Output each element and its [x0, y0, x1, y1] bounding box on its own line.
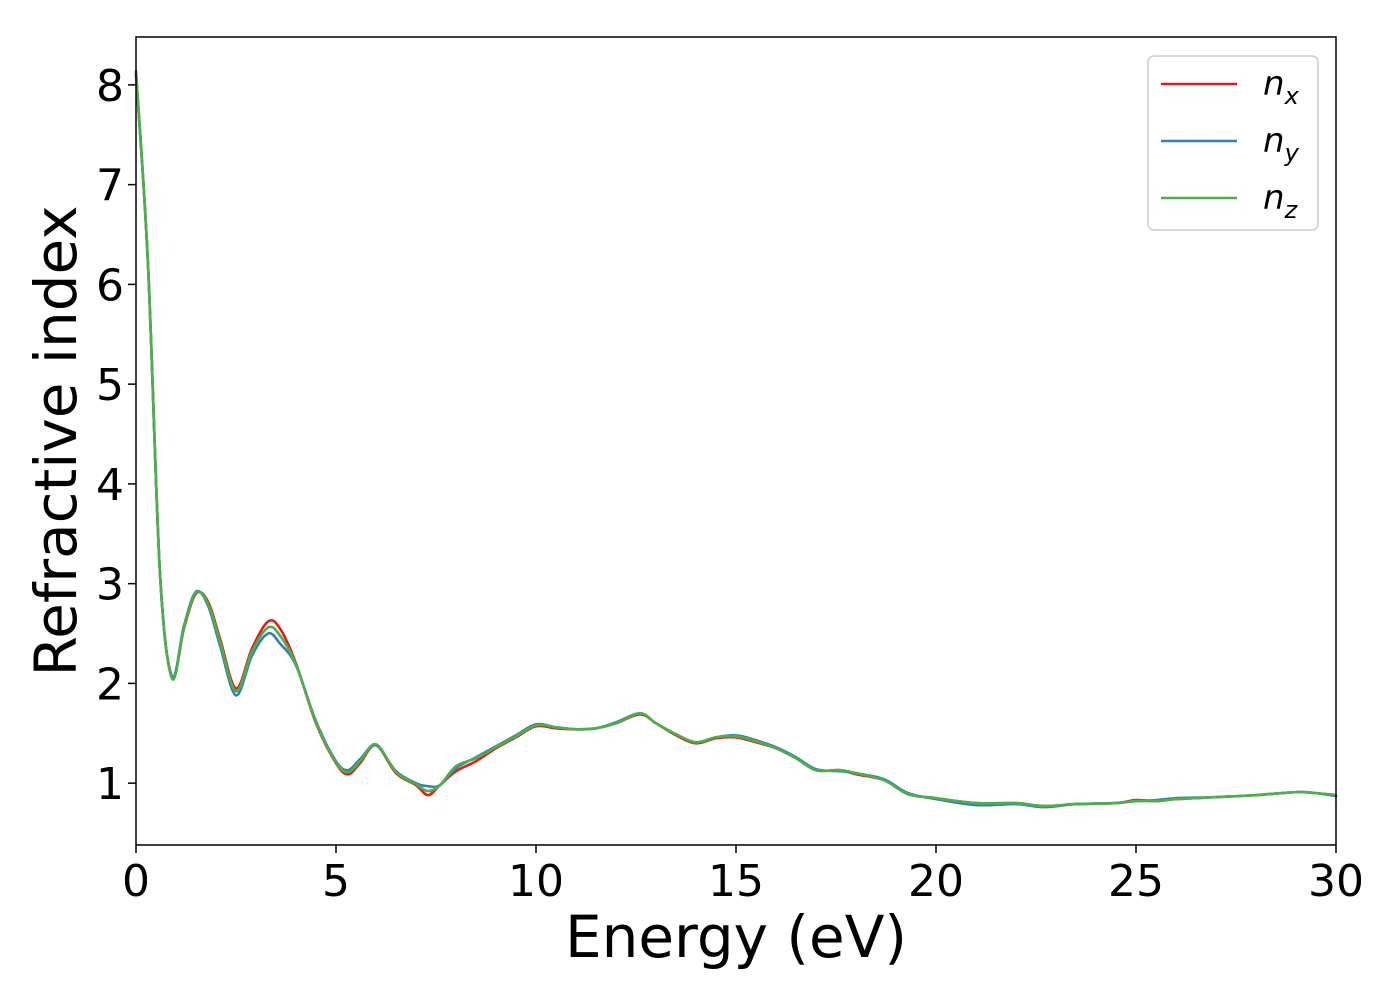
legend-label-base: n — [1263, 64, 1285, 104]
x-axis-title: Energy (eV) — [565, 903, 907, 971]
legend-label-nx: nx — [1263, 64, 1300, 110]
legend-label-nz: nz — [1263, 178, 1299, 224]
x-tick-label: 10 — [508, 856, 564, 907]
y-tick-label: 5 — [96, 360, 124, 411]
x-tick-label: 5 — [322, 856, 350, 907]
x-tick-label: 20 — [908, 856, 964, 907]
legend-label-subscript: y — [1284, 139, 1300, 167]
y-axis-title: Refractive index — [22, 205, 90, 676]
y-tick-label: 1 — [96, 759, 124, 810]
legend-label-base: n — [1263, 121, 1285, 161]
legend-label-subscript: x — [1284, 82, 1300, 110]
x-tick-label: 25 — [1108, 856, 1164, 907]
series-layer — [134, 69, 1338, 809]
y-tick-label: 7 — [96, 161, 124, 212]
x-tick-label: 30 — [1308, 856, 1364, 907]
y-tick-label: 6 — [96, 260, 124, 311]
x-tick-label: 0 — [122, 856, 150, 907]
x-axis-ticks: 0 5 10 15 20 25 30 — [122, 845, 1364, 907]
legend-box — [1147, 55, 1319, 231]
y-tick-label: 4 — [96, 460, 124, 511]
legend-label-base: n — [1263, 178, 1285, 218]
series-line-nz — [134, 69, 1338, 808]
y-tick-label: 3 — [96, 560, 124, 611]
y-axis-ticks: 1 2 3 4 5 6 7 8 — [96, 61, 136, 810]
legend-label-subscript: z — [1284, 196, 1299, 224]
y-tick-label: 2 — [96, 659, 124, 710]
y-tick-label: 8 — [96, 61, 124, 112]
x-tick-label: 15 — [708, 856, 764, 907]
legend-label-ny: ny — [1263, 121, 1300, 167]
